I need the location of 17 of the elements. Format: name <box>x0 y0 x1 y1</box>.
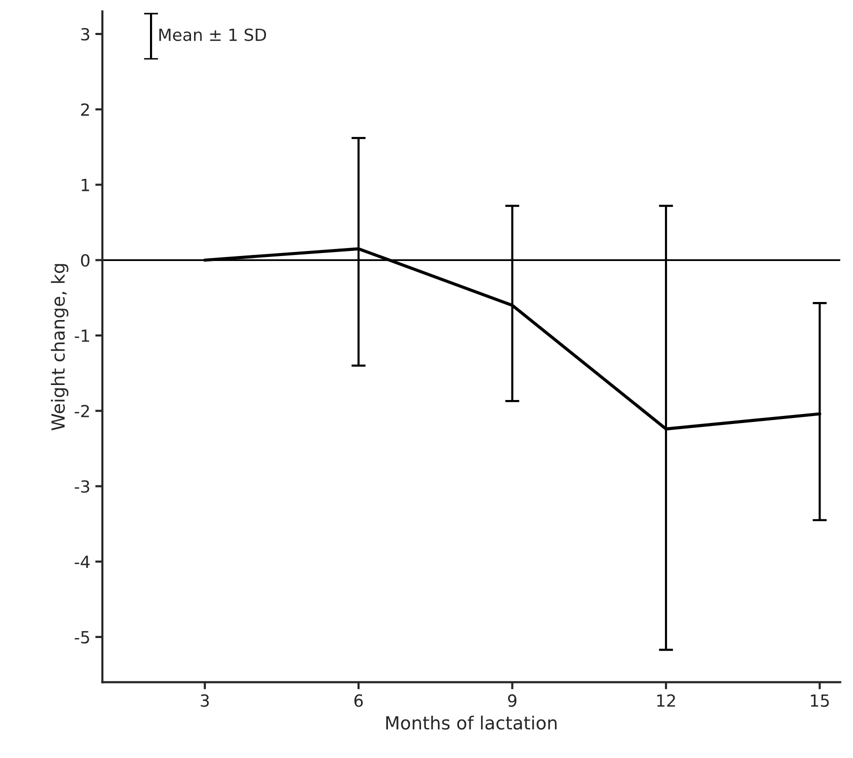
y-tick-label: -3 <box>74 480 90 493</box>
y-tick-label: 2 <box>81 103 89 116</box>
x-tick-label: 3 <box>200 694 209 707</box>
y-tick-label: 1 <box>82 178 90 192</box>
y-tick-label: 0 <box>81 254 90 267</box>
y-tick-label: 3 <box>81 28 90 41</box>
x-axis-title: Months of lactation <box>386 716 557 730</box>
x-tick-label: 6 <box>354 694 363 707</box>
x-tick-label: 15 <box>810 694 829 707</box>
y-tick-label: -2 <box>74 404 89 418</box>
y-tick-label: -4 <box>74 556 90 568</box>
x-tick-label: 12 <box>657 694 675 707</box>
y-tick-label: -5 <box>74 631 90 644</box>
annotation: Mean ± 1 SD <box>159 28 266 42</box>
y-axis-title: Weight change, kg <box>50 264 68 430</box>
y-tick-label: -1 <box>74 330 90 342</box>
x-tick-label: 9 <box>508 694 516 707</box>
